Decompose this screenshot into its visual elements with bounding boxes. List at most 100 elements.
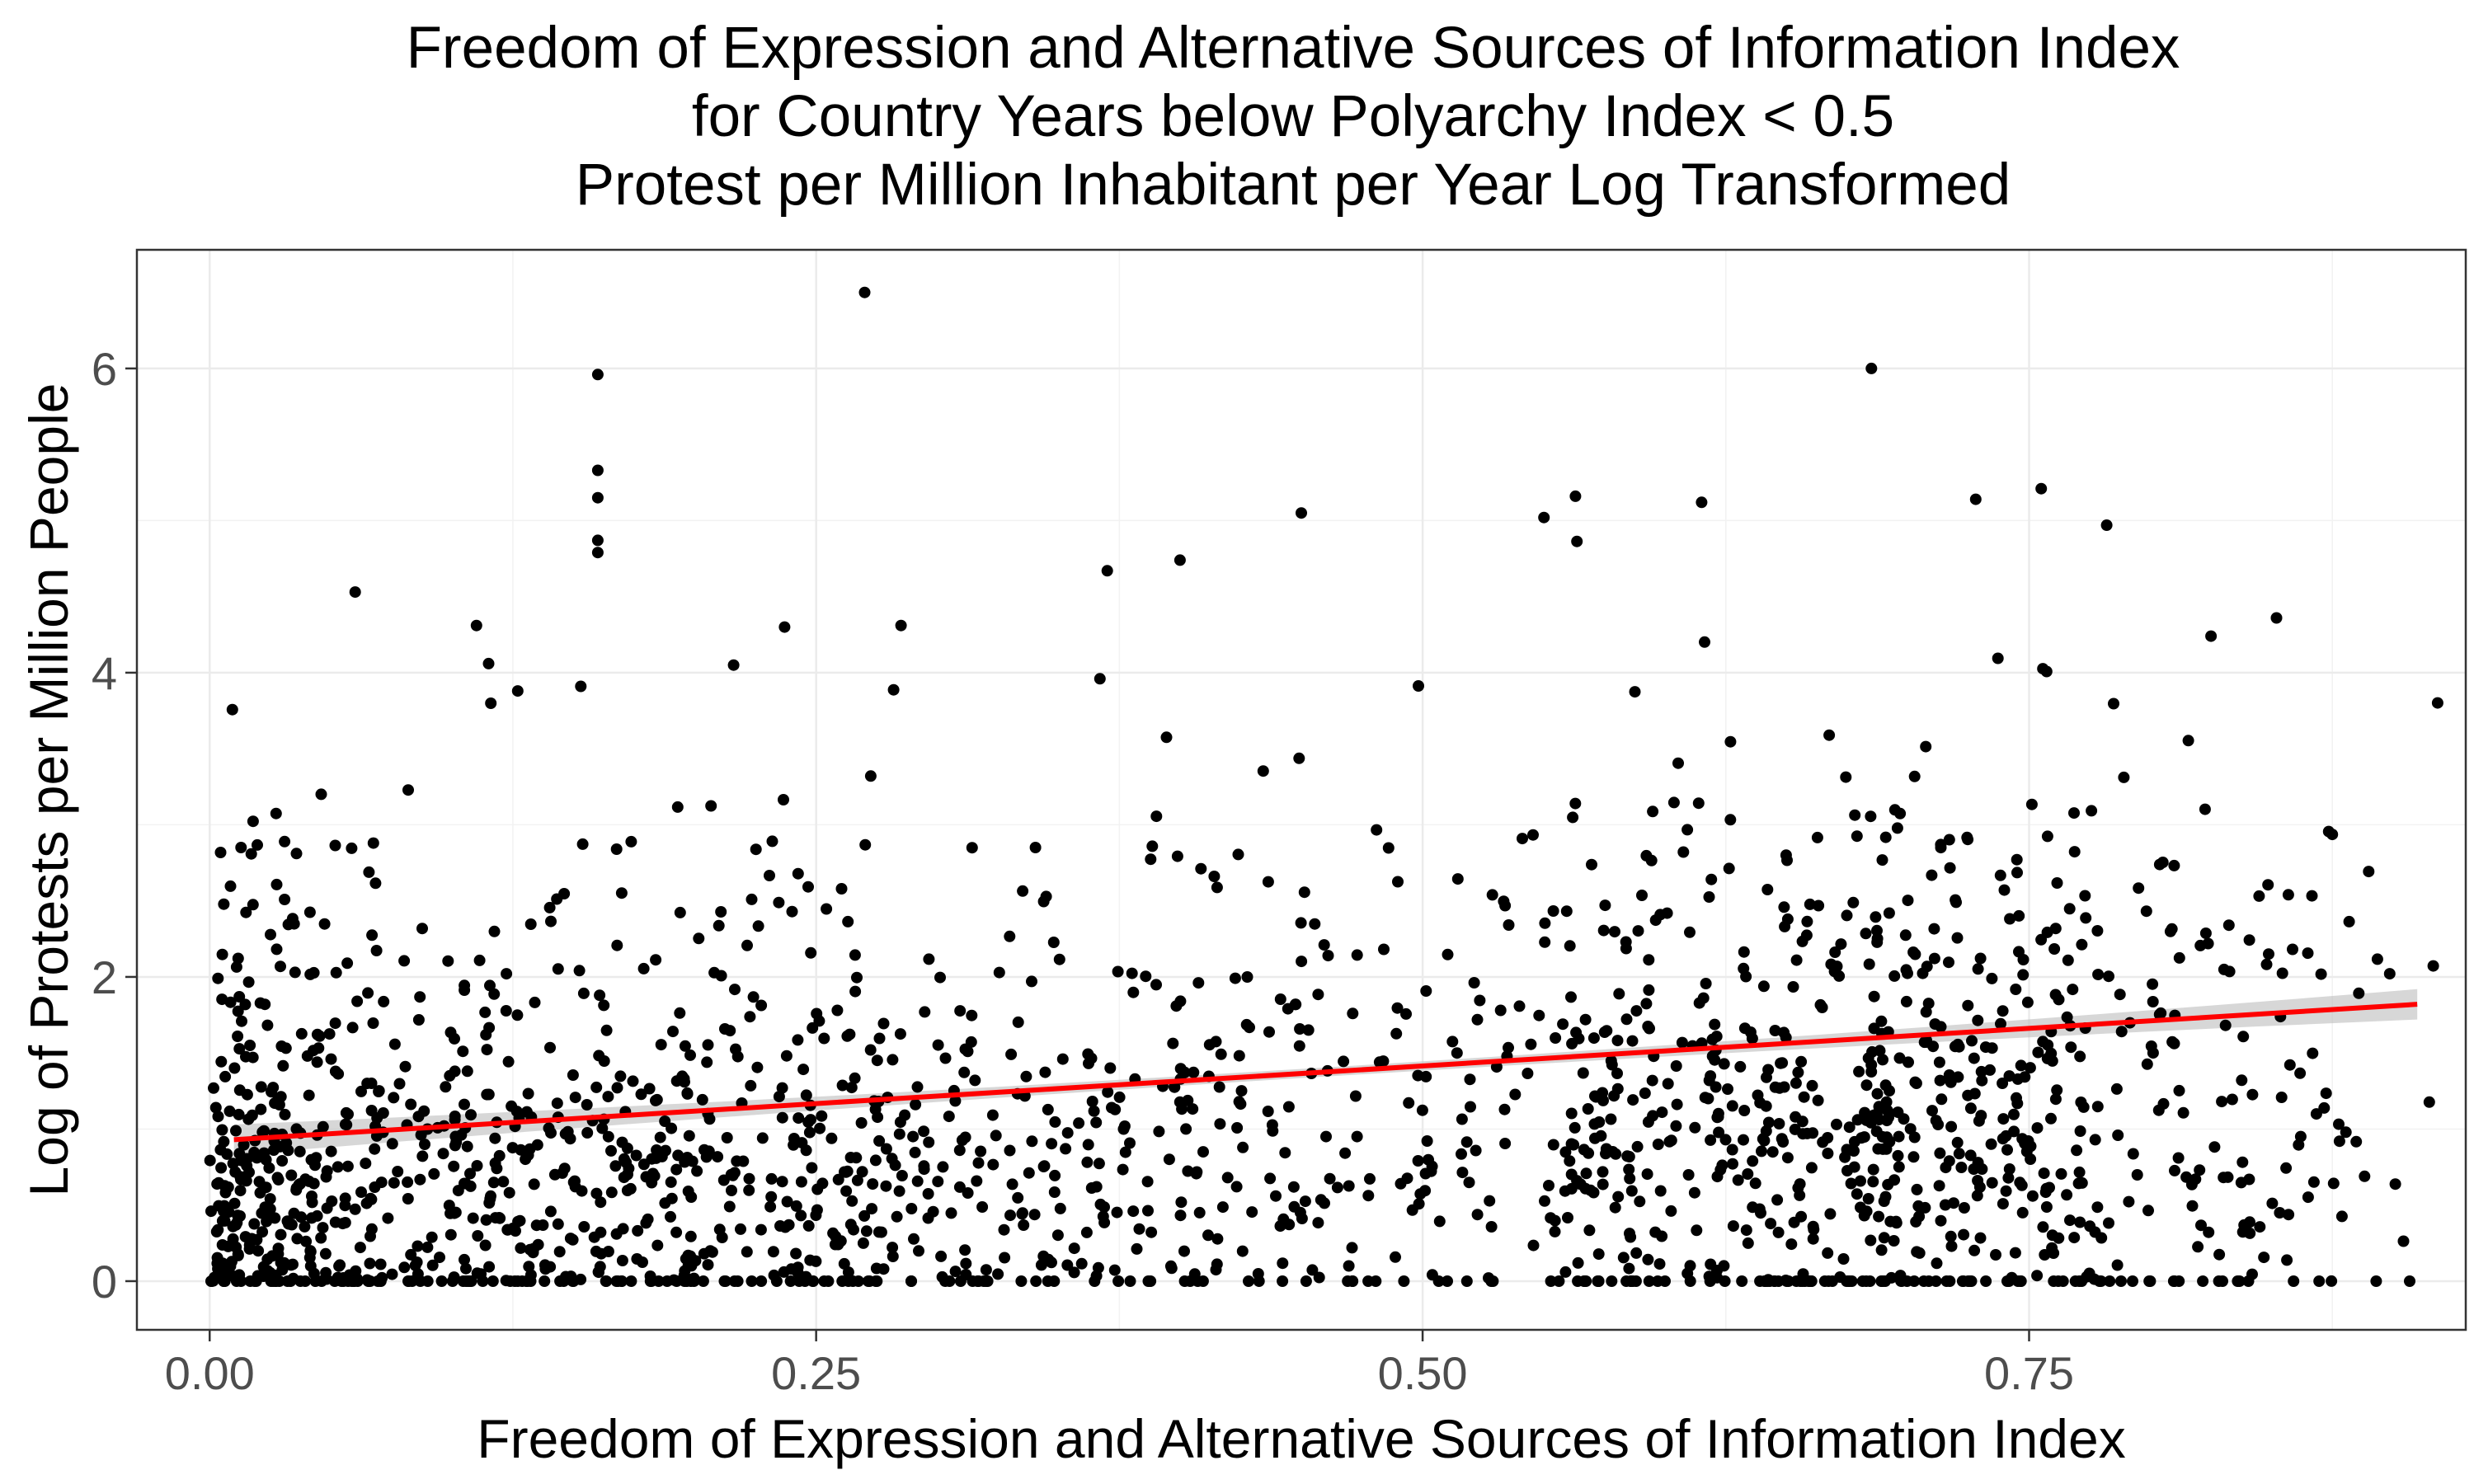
scatter-point	[630, 1149, 642, 1162]
scatter-point	[1611, 1035, 1624, 1047]
scatter-point	[980, 1264, 992, 1276]
scatter-point	[282, 1144, 294, 1157]
x-tick-label: 0.25	[771, 1347, 861, 1399]
scatter-point	[602, 1091, 614, 1103]
scatter-point	[1902, 967, 1913, 979]
scatter-point	[216, 948, 228, 960]
scatter-point	[1312, 989, 1324, 1001]
scatter-point	[2015, 1059, 2027, 1072]
scatter-point	[1180, 1123, 1192, 1135]
scatter-point	[1277, 1213, 1290, 1225]
scatter-point	[1040, 890, 1052, 903]
scatter-point	[2063, 903, 2076, 915]
scatter-point	[355, 1186, 367, 1198]
scatter-point	[1855, 1175, 1866, 1187]
scatter-point	[1142, 1205, 1154, 1217]
scatter-point	[2371, 953, 2383, 965]
scatter-point	[651, 1093, 663, 1106]
scatter-point	[796, 1137, 808, 1149]
scatter-point	[461, 1140, 473, 1153]
scatter-point	[223, 1105, 236, 1117]
scatter-point	[1663, 1135, 1676, 1148]
scatter-point	[665, 1176, 677, 1188]
scatter-point	[1656, 1230, 1668, 1242]
scatter-point	[1629, 686, 1641, 698]
scatter-point	[2281, 1254, 2293, 1266]
scatter-point	[392, 1166, 404, 1177]
scatter-point	[475, 1268, 487, 1280]
scatter-point	[1432, 1275, 1445, 1287]
scatter-point	[887, 1251, 899, 1262]
scatter-point	[1421, 1135, 1433, 1147]
scatter-point	[232, 1031, 244, 1042]
scatter-point	[1724, 735, 1737, 748]
scatter-point	[219, 1070, 232, 1082]
scatter-point	[679, 1076, 690, 1088]
scatter-point	[2001, 1144, 2013, 1156]
scatter-point	[1710, 1081, 1722, 1093]
scatter-point	[230, 1219, 242, 1231]
scatter-point	[255, 1103, 267, 1115]
scatter-point	[1790, 1111, 1802, 1123]
scatter-point	[969, 1074, 981, 1087]
scatter-point	[208, 1082, 219, 1094]
scatter-point	[751, 1061, 764, 1073]
scatter-point	[631, 1253, 643, 1265]
scatter-point	[718, 1275, 731, 1287]
scatter-point	[1716, 1159, 1729, 1172]
scatter-point	[493, 1212, 506, 1223]
scatter-point	[311, 1056, 323, 1068]
scatter-point	[618, 1153, 630, 1165]
scatter-point	[1012, 1016, 1024, 1028]
scatter-point	[1517, 833, 1528, 845]
scatter-point	[346, 1021, 359, 1034]
scatter-point	[1926, 869, 1938, 881]
scatter-point	[1953, 1148, 1965, 1160]
scatter-point	[1865, 1116, 1877, 1129]
scatter-point	[1882, 1134, 1893, 1146]
scatter-point	[1787, 981, 1799, 993]
scatter-point	[1370, 1275, 1382, 1287]
scatter-point	[1211, 1258, 1223, 1270]
scatter-point	[594, 1261, 606, 1273]
scatter-point	[317, 1222, 329, 1234]
scatter-point	[934, 971, 946, 984]
scatter-point	[880, 1143, 892, 1155]
scatter-point	[1879, 831, 1892, 843]
scatter-point	[581, 1099, 593, 1111]
scatter-point	[2071, 1144, 2083, 1157]
scatter-point	[414, 991, 426, 1003]
scatter-point	[2061, 1189, 2073, 1201]
scatter-point	[1543, 1180, 1554, 1191]
scatter-point	[264, 1193, 276, 1205]
scatter-point	[2189, 1173, 2202, 1186]
scatter-point	[1229, 972, 1241, 984]
scatter-point	[1597, 1178, 1609, 1190]
scatter-point	[1964, 1102, 1977, 1115]
scatter-point	[1004, 1209, 1016, 1222]
scatter-point	[1270, 1190, 1282, 1202]
scatter-point	[2343, 915, 2355, 928]
scatter-point	[2142, 1205, 2154, 1217]
scatter-point	[290, 848, 303, 860]
scatter-point	[1990, 1249, 2001, 1261]
scatter-point	[488, 988, 501, 1000]
scatter-point	[849, 949, 861, 961]
scatter-point	[611, 1082, 623, 1094]
scatter-point	[624, 1182, 637, 1195]
scatter-point	[792, 1261, 804, 1274]
scatter-point	[1917, 967, 1929, 979]
scatter-point	[846, 1195, 858, 1207]
scatter-point	[1339, 1147, 1352, 1159]
scatter-point	[1471, 1209, 1484, 1221]
scatter-point	[228, 1197, 241, 1209]
scatter-point	[489, 1132, 501, 1144]
scatter-point	[816, 1110, 828, 1122]
scatter-point	[2258, 1252, 2270, 1264]
scatter-point	[1966, 1035, 1978, 1047]
scatter-point	[814, 1122, 826, 1134]
scatter-point	[1997, 1198, 2009, 1210]
scatter-point	[1522, 1068, 1534, 1079]
scatter-point	[1586, 858, 1597, 871]
scatter-point	[488, 925, 501, 937]
